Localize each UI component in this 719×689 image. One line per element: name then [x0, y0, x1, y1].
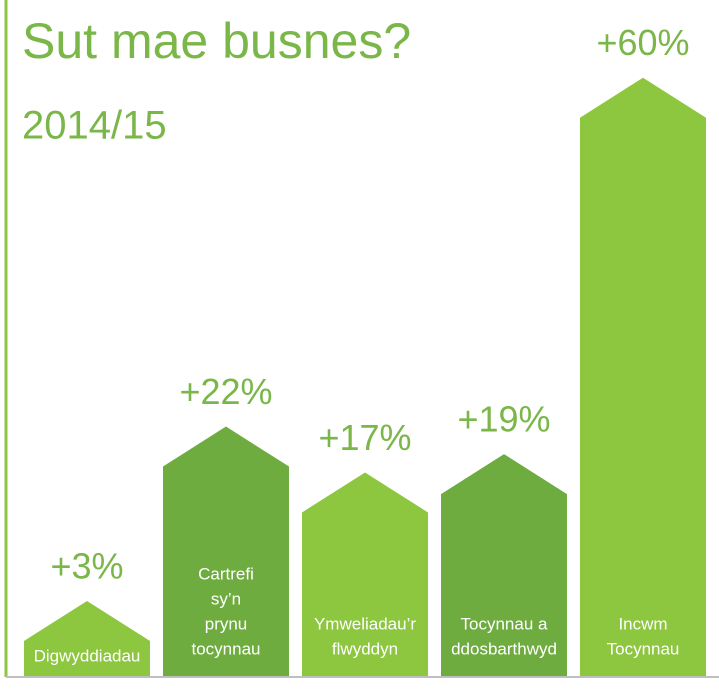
category-label: Tocynnau — [607, 639, 680, 658]
arrow-bar — [580, 77, 706, 676]
category-label: prynu — [205, 614, 248, 633]
category-label: Cartrefi — [198, 564, 254, 583]
category-label: tocynnau — [192, 639, 261, 658]
category-label: flwyddyn — [332, 639, 398, 658]
category-label: Incwm — [618, 614, 667, 633]
category-label: Tocynnau a — [461, 614, 548, 633]
arrow-bar — [163, 426, 289, 676]
category-label: Digwyddiadau — [34, 646, 141, 665]
category-label: Ymweliadau’r — [314, 614, 416, 633]
value-label: +3% — [50, 545, 123, 586]
chart-title: Sut mae busnes? — [22, 13, 411, 69]
arrow-bar — [302, 472, 428, 676]
value-label: +60% — [596, 22, 689, 63]
value-label: +19% — [457, 399, 550, 440]
category-label: ddosbarthwyd — [451, 639, 557, 658]
chart-subtitle: 2014/15 — [22, 104, 167, 148]
arrow-bar — [24, 600, 150, 676]
arrow-bar — [441, 454, 567, 676]
value-label: +17% — [318, 417, 411, 458]
category-label: sy’n — [211, 589, 241, 608]
value-label: +22% — [179, 371, 272, 412]
